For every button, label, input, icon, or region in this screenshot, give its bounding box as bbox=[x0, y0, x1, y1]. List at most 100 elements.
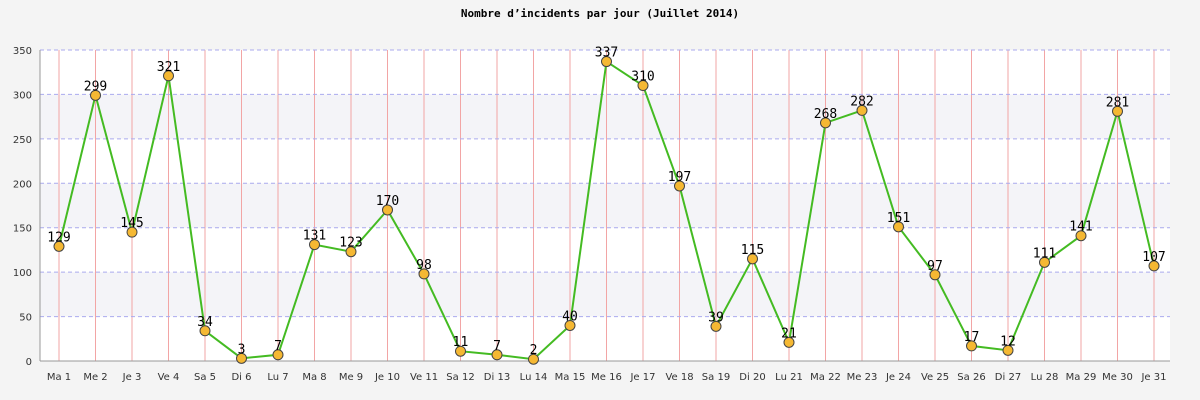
data-point bbox=[90, 89, 101, 101]
x-tick-label: Di 6 bbox=[231, 372, 251, 383]
x-tick-label: Ve 4 bbox=[158, 372, 180, 383]
x-tick-label: Sa 26 bbox=[957, 372, 985, 383]
plot-band bbox=[40, 272, 1170, 317]
x-tick-label: Me 9 bbox=[339, 372, 363, 383]
data-label: 170 bbox=[376, 194, 399, 209]
x-tick-label: Lu 21 bbox=[775, 372, 803, 383]
data-label: 282 bbox=[850, 94, 873, 109]
data-label: 145 bbox=[120, 216, 143, 231]
plot-bands bbox=[40, 94, 1170, 317]
x-tick-label: Di 27 bbox=[995, 372, 1021, 383]
data-point bbox=[929, 269, 941, 281]
data-label: 34 bbox=[197, 315, 213, 330]
x-tick-label: Ma 1 bbox=[47, 372, 71, 383]
data-point bbox=[783, 336, 795, 348]
plot-band bbox=[40, 94, 1170, 139]
x-tick-label: Lu 7 bbox=[267, 372, 288, 383]
chart-title: Nombre d’incidents par jour (Juillet 201… bbox=[461, 7, 739, 20]
data-point bbox=[418, 268, 430, 280]
data-point bbox=[272, 349, 284, 361]
x-tick-label: Ma 15 bbox=[555, 372, 586, 383]
data-label: 268 bbox=[814, 107, 837, 122]
x-tick-label: Ma 8 bbox=[302, 372, 326, 383]
x-tick-label: Di 20 bbox=[739, 372, 765, 383]
horizontal-gridlines bbox=[40, 49, 1170, 318]
data-label: 11 bbox=[453, 335, 469, 350]
data-label: 299 bbox=[84, 79, 107, 94]
y-tick-label: 350 bbox=[13, 46, 32, 57]
data-label: 97 bbox=[927, 259, 943, 274]
data-label: 129 bbox=[47, 230, 70, 245]
y-tick-label: 0 bbox=[26, 357, 32, 368]
data-label: 21 bbox=[781, 326, 797, 341]
y-tick-labels: 0 50 100 150 200 250 300 350 bbox=[13, 46, 32, 368]
data-label: 151 bbox=[887, 211, 910, 226]
x-tick-label: Ve 11 bbox=[410, 372, 438, 383]
x-tick-label: Me 2 bbox=[83, 372, 107, 383]
data-point bbox=[1075, 230, 1087, 242]
x-tick-label: Lu 28 bbox=[1031, 372, 1059, 383]
data-label: 111 bbox=[1033, 246, 1056, 261]
data-point bbox=[382, 204, 393, 216]
data-point bbox=[747, 253, 758, 265]
x-tick-labels: Ma 1 Me 2 Je 3 Ve 4 Sa 5 Di 6 Lu 7 Ma 8 Me 9 Je 1… bbox=[47, 372, 1167, 383]
data-label: 98 bbox=[416, 258, 432, 273]
x-tick-label: Je 31 bbox=[1140, 372, 1166, 383]
data-label: 7 bbox=[274, 339, 282, 354]
x-tick-label: Me 30 bbox=[1102, 372, 1133, 383]
data-points bbox=[53, 56, 1160, 365]
data-label: 115 bbox=[741, 243, 764, 258]
data-point bbox=[966, 340, 977, 352]
data-point bbox=[163, 70, 174, 82]
x-tick-label: Ve 25 bbox=[921, 372, 949, 383]
x-tick-label: Je 17 bbox=[629, 372, 655, 383]
data-label: 2 bbox=[530, 343, 538, 358]
data-label: 17 bbox=[964, 330, 980, 345]
y-tick-label: 250 bbox=[13, 135, 32, 146]
x-tick-label: Sa 19 bbox=[702, 372, 730, 383]
data-point bbox=[820, 117, 831, 129]
x-tick-label: Je 10 bbox=[374, 372, 400, 383]
data-label: 337 bbox=[595, 46, 618, 61]
x-tick-label: Ma 22 bbox=[810, 372, 841, 383]
data-label: 3 bbox=[238, 342, 246, 357]
data-label: 12 bbox=[1000, 334, 1016, 349]
data-point bbox=[528, 353, 539, 365]
data-point bbox=[601, 56, 612, 68]
data-point bbox=[236, 352, 247, 364]
x-tick-label: Me 23 bbox=[847, 372, 878, 383]
x-tick-label: Sa 5 bbox=[194, 372, 216, 383]
y-tick-label: 50 bbox=[19, 313, 32, 324]
x-tick-label: Je 24 bbox=[885, 372, 911, 383]
data-label: 39 bbox=[708, 310, 724, 325]
data-point bbox=[1148, 260, 1160, 272]
data-label: 310 bbox=[631, 70, 654, 85]
data-point bbox=[53, 240, 65, 252]
data-point bbox=[1002, 344, 1014, 356]
data-label: 141 bbox=[1069, 220, 1092, 235]
data-point bbox=[345, 246, 357, 258]
x-tick-label: Sa 12 bbox=[446, 372, 474, 383]
x-tick-label: Di 13 bbox=[484, 372, 510, 383]
data-point bbox=[564, 319, 576, 331]
data-label: 197 bbox=[668, 170, 691, 185]
data-label: 131 bbox=[303, 229, 326, 244]
x-tick-label: Ma 29 bbox=[1066, 372, 1097, 383]
data-point bbox=[199, 325, 211, 337]
x-tick-label: Lu 14 bbox=[520, 372, 548, 383]
data-point bbox=[455, 345, 466, 357]
plot-band bbox=[40, 183, 1170, 228]
data-point bbox=[491, 349, 503, 361]
data-point bbox=[1112, 105, 1123, 117]
data-labels: 129 299 145 321 34 3 7 131 123 170 98 11 7 2 40 337 310 1… bbox=[47, 46, 1165, 359]
y-tick-label: 300 bbox=[13, 90, 32, 101]
axes bbox=[39, 50, 1170, 362]
data-point bbox=[126, 226, 138, 238]
x-tick-label: Ve 18 bbox=[665, 372, 693, 383]
data-point bbox=[710, 320, 722, 332]
x-tick-label: Me 16 bbox=[591, 372, 622, 383]
data-label: 107 bbox=[1142, 250, 1165, 265]
data-label: 40 bbox=[562, 309, 578, 324]
data-point bbox=[1039, 256, 1050, 268]
